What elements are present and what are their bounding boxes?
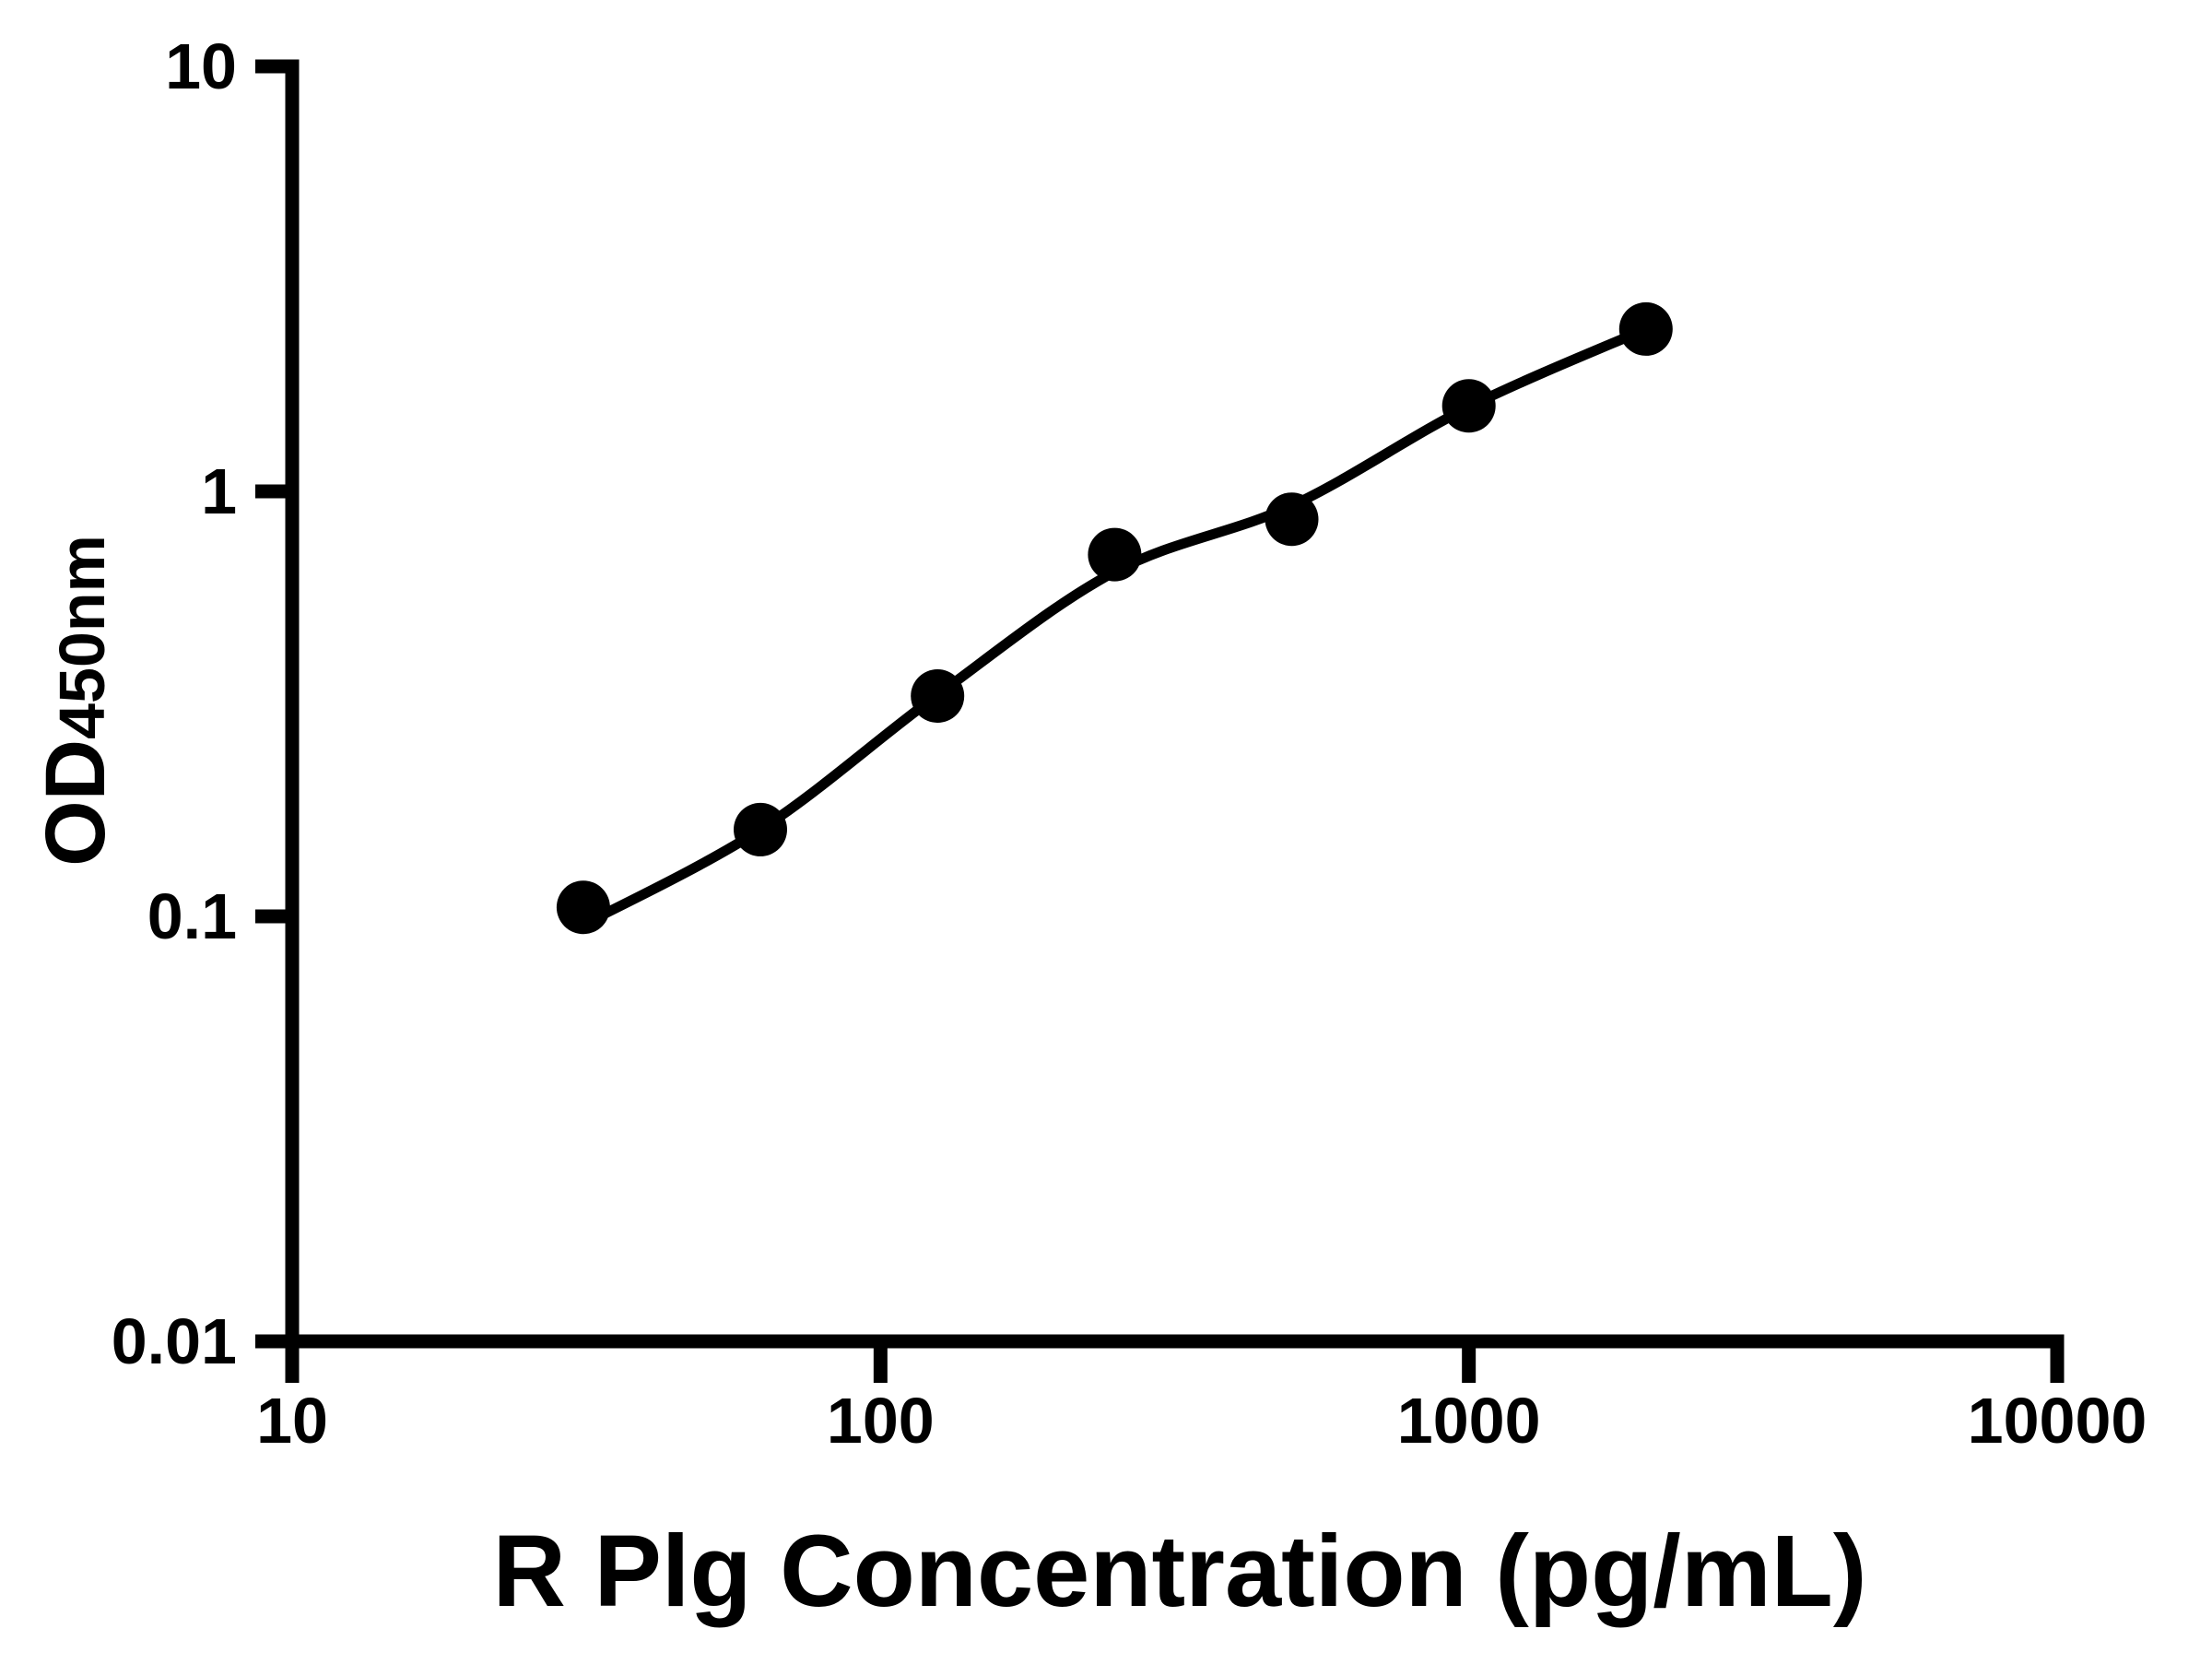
x-axis-tick-labels: 10 100 1000 10000 bbox=[256, 1385, 2147, 1457]
x-tick-label-10000: 10000 bbox=[1968, 1385, 2147, 1457]
y-tick-label-1: 1 bbox=[201, 455, 237, 527]
y-axis-title: OD450nm bbox=[29, 535, 123, 867]
data-point-31.25 bbox=[556, 880, 610, 935]
y-tick-label-0.1: 0.1 bbox=[147, 880, 237, 952]
y-axis-tick-labels: 10 1 0.1 0.01 bbox=[112, 30, 237, 1377]
y-tick-label-10: 10 bbox=[165, 30, 237, 102]
data-point-500 bbox=[1265, 492, 1319, 547]
x-axis-ticks bbox=[285, 1341, 2065, 1383]
x-tick-label-10: 10 bbox=[256, 1385, 328, 1457]
data-point-2000 bbox=[1618, 301, 1673, 356]
data-point-62.5 bbox=[734, 802, 787, 856]
data-point-250 bbox=[1088, 527, 1142, 582]
data-points bbox=[556, 301, 1673, 935]
y-tick-label-0.01: 0.01 bbox=[112, 1305, 237, 1377]
x-tick-label-1000: 1000 bbox=[1397, 1385, 1541, 1457]
y-axis-title-sub: 450nm bbox=[46, 535, 118, 739]
data-point-125 bbox=[911, 669, 965, 723]
data-point-1000 bbox=[1441, 379, 1496, 433]
x-axis-title: R Plg Concentration (pg/mL) bbox=[492, 1515, 1866, 1628]
y-axis-title-main: OD bbox=[29, 739, 123, 867]
axis-frame bbox=[255, 59, 2065, 1383]
x-tick-label-100: 100 bbox=[827, 1385, 935, 1457]
